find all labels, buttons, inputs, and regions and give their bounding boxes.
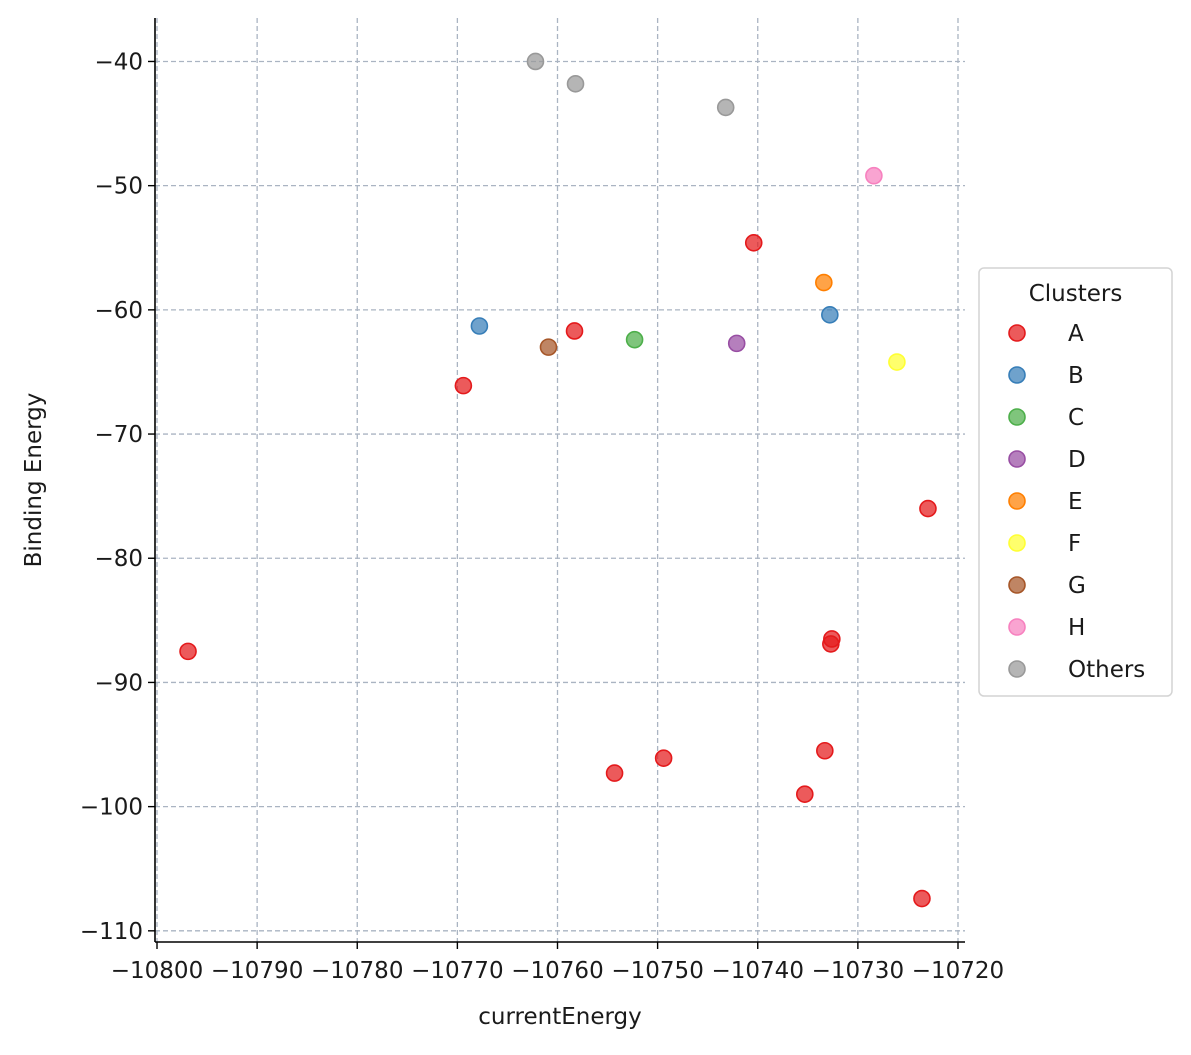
point-a [179, 642, 197, 661]
legend-marker-a [1008, 324, 1026, 342]
point-g [539, 338, 558, 356]
point-f [888, 353, 906, 371]
point-a [816, 741, 834, 760]
point-h [865, 166, 883, 185]
x-tick-label: −10780 [311, 958, 403, 984]
legend-marker-d [1008, 450, 1026, 468]
legend-marker-c [1008, 408, 1026, 426]
point-others [566, 75, 585, 93]
x-axis-title: currentEnergy [478, 1004, 642, 1030]
x-tick-label: −10790 [211, 958, 303, 984]
x-tick-label: −10760 [511, 958, 603, 984]
point-a [823, 630, 841, 648]
point-a [913, 889, 931, 908]
point-e [815, 273, 833, 292]
point-b [821, 306, 839, 324]
legend-label-a: A [1068, 321, 1084, 347]
x-tick-label: −10770 [411, 958, 503, 984]
y-tick-label: −80 [94, 546, 143, 572]
point-a [744, 233, 763, 252]
point-a [605, 764, 624, 782]
legend-label-h: H [1068, 615, 1085, 641]
legend-label-b: B [1068, 363, 1084, 389]
point-a [565, 322, 584, 340]
legend-label-g: G [1068, 573, 1086, 599]
point-d [727, 334, 746, 353]
legend-label-d: D [1068, 447, 1086, 473]
legend-title: Clusters [1029, 281, 1123, 307]
legend-label-f: F [1068, 531, 1081, 557]
point-c [625, 330, 644, 349]
y-tick-label: −60 [94, 298, 143, 324]
x-tick-label: −10740 [712, 958, 804, 984]
legend-marker-others [1008, 660, 1026, 678]
y-tick-label: −50 [94, 174, 143, 200]
y-tick-label: −100 [80, 795, 143, 821]
x-tick-label: −10800 [111, 958, 203, 984]
y-tick-label: −40 [94, 49, 143, 75]
legend-marker-f [1008, 534, 1026, 552]
legend-marker-b [1008, 366, 1026, 384]
point-a [454, 376, 473, 395]
point-a [919, 499, 937, 518]
y-tick-label: −110 [80, 919, 143, 945]
point-others [526, 52, 545, 71]
y-tick-label: −90 [94, 670, 143, 696]
point-a [654, 749, 673, 767]
point-b [470, 317, 489, 335]
legend-label-e: E [1068, 489, 1083, 515]
point-others [716, 98, 735, 117]
axes: −10800 −10790 −10780 −10770 −10760 −10750 −107… [80, 18, 1004, 984]
y-tick-label: −70 [94, 422, 143, 448]
legend-label-others: Others [1068, 657, 1145, 683]
legend-label-c: C [1068, 405, 1084, 431]
legend-box [978, 267, 1173, 697]
point-a [796, 785, 814, 804]
legend-marker-e [1008, 492, 1026, 510]
x-tick-label: −10730 [812, 958, 904, 984]
x-tick-label: −10750 [611, 958, 703, 984]
grid [155, 18, 965, 942]
data-points [179, 52, 937, 908]
legend-marker-h [1008, 618, 1026, 636]
x-tick-label: −10720 [912, 958, 1004, 984]
legend-marker-g [1008, 576, 1026, 594]
y-axis-title: Binding Energy [21, 393, 47, 568]
